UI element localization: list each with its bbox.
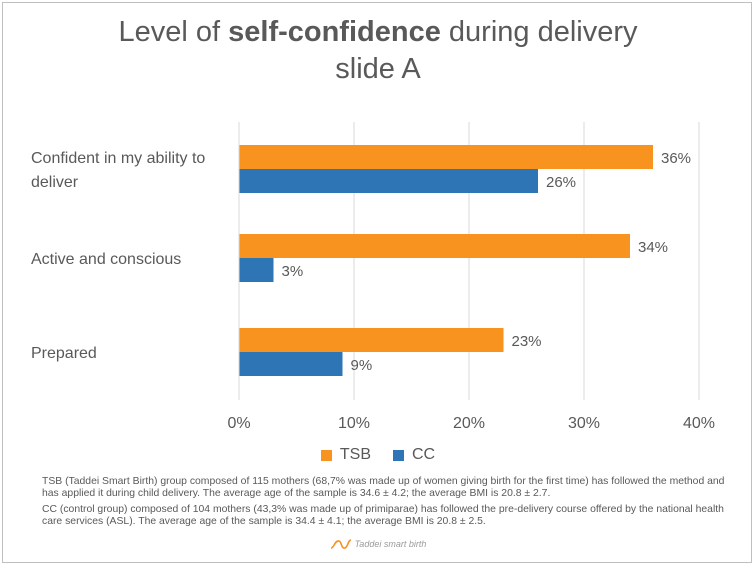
legend-item-cc: CC [393, 446, 435, 464]
data-label: 9% [351, 357, 373, 374]
data-label: 23% [512, 333, 542, 350]
category-label: Active and conscious [31, 251, 181, 268]
title-line2: slide A [335, 53, 421, 85]
category-label: Confident in my ability to [31, 150, 205, 167]
legend-swatch [320, 449, 332, 461]
title-suffix: during delivery [440, 16, 638, 48]
wave-logo-icon [330, 539, 351, 549]
bar-tsb [239, 145, 653, 169]
chart-title: Level of self-confidence during delivery… [0, 14, 756, 88]
category-label: Prepared [31, 345, 97, 362]
bar-cc [239, 352, 343, 376]
x-tick-label: 30% [568, 415, 600, 432]
legend-label: CC [412, 446, 436, 463]
footnote: TSB (Taddei Smart Birth) group composed … [42, 476, 732, 532]
title-prefix: Level of [118, 16, 229, 48]
category-label: deliver [31, 174, 79, 191]
bar-tsb [239, 328, 504, 352]
bar-cc [239, 169, 538, 193]
title-emphasis: self-confidence [228, 16, 441, 48]
legend-item-tsb: TSB [320, 446, 371, 464]
bar-cc [239, 258, 274, 282]
x-tick-label: 20% [453, 415, 485, 432]
brand-logo: Taddei smart birth [0, 537, 756, 551]
x-tick-label: 0% [227, 415, 250, 432]
chart-legend: TSB CC [0, 446, 756, 464]
x-tick-label: 10% [338, 415, 370, 432]
footnote-tsb: TSB (Taddei Smart Birth) group composed … [42, 476, 725, 500]
logo-text: Taddei smart birth [354, 539, 427, 549]
data-label: 3% [282, 263, 304, 280]
data-label: 26% [546, 174, 576, 191]
data-label: 34% [638, 239, 668, 256]
bar-tsb [239, 234, 630, 258]
x-tick-label: 40% [683, 415, 715, 432]
footnote-cc: CC (control group) composed of 104 mothe… [42, 503, 724, 528]
legend-label: TSB [339, 446, 371, 463]
data-label: 36% [661, 150, 691, 167]
legend-swatch [393, 449, 404, 461]
